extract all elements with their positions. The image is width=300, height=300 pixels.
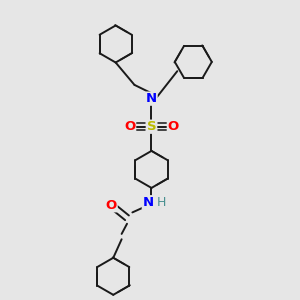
Text: N: N — [146, 92, 157, 105]
Text: O: O — [124, 120, 136, 133]
Text: N: N — [142, 196, 154, 209]
Text: O: O — [167, 120, 178, 133]
Text: O: O — [106, 199, 117, 212]
Text: S: S — [147, 120, 156, 133]
Text: H: H — [156, 196, 166, 209]
